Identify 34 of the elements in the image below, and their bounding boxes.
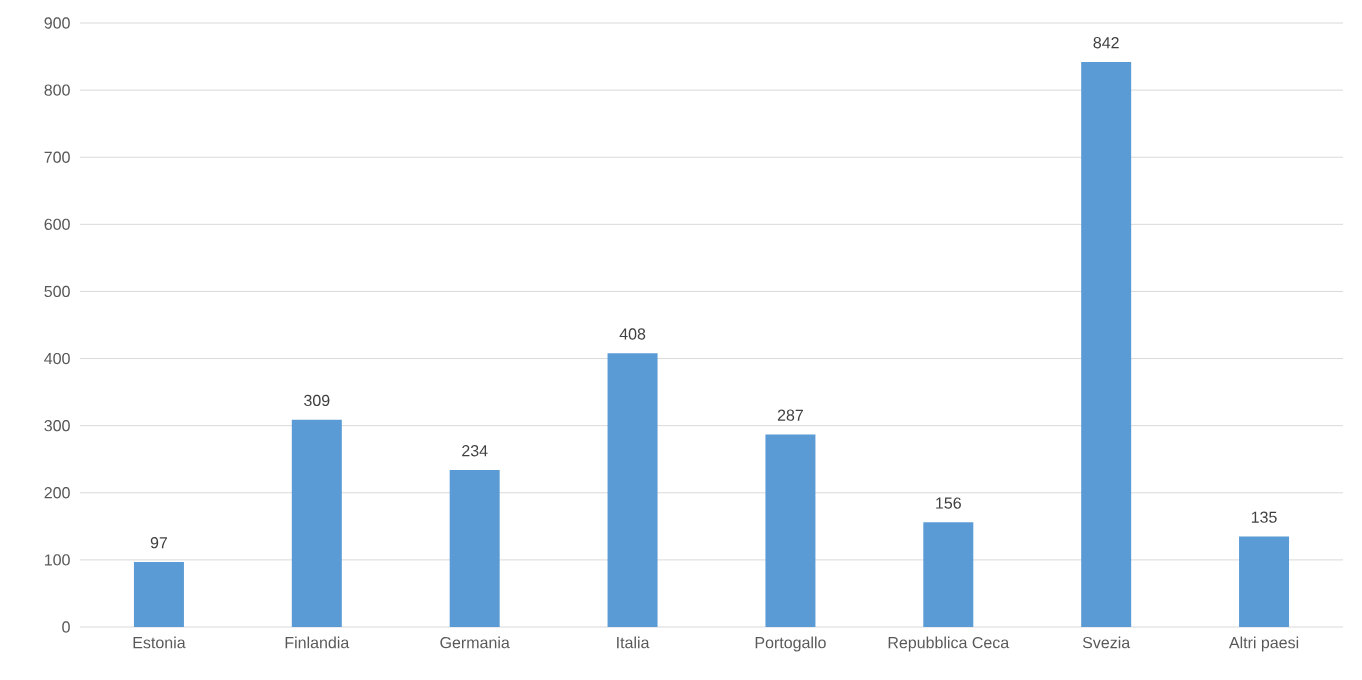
x-tick-label: Altri paesi xyxy=(1228,636,1299,652)
y-tick-label: 800 xyxy=(44,84,70,96)
y-tick-label: 500 xyxy=(44,285,70,298)
x-tick-label: Estonia xyxy=(133,636,186,649)
y-tick-label: 100 xyxy=(44,554,70,566)
data-label: 309 xyxy=(304,394,330,407)
y-tick-label: 0 xyxy=(62,621,70,633)
x-tick-label: Finlandia xyxy=(285,636,350,649)
data-label: 842 xyxy=(1093,37,1119,49)
y-tick-label: 200 xyxy=(44,487,70,499)
data-label: 156 xyxy=(936,497,961,509)
data-label: 408 xyxy=(619,328,646,340)
data-label: 135 xyxy=(1251,511,1277,523)
bar xyxy=(923,522,974,627)
data-label: 97 xyxy=(150,537,168,549)
y-tick-label: 700 xyxy=(44,151,70,163)
bar xyxy=(133,561,184,627)
x-tick-label: Repubblica Ceca xyxy=(888,636,1010,652)
bar xyxy=(1239,536,1290,627)
x-tick-label: Germania xyxy=(440,636,510,649)
bar xyxy=(449,469,500,627)
x-tick-label: Italia xyxy=(617,636,650,649)
bar xyxy=(291,419,342,627)
bar xyxy=(1081,61,1132,627)
y-tick-label: 900 xyxy=(44,17,70,29)
bar xyxy=(607,353,658,627)
x-tick-label: Portogallo xyxy=(755,636,826,652)
y-tick-label: 600 xyxy=(44,218,70,230)
data-label: 234 xyxy=(462,445,488,457)
data-label: 287 xyxy=(777,409,803,421)
y-tick-label: 300 xyxy=(44,420,70,432)
x-tick-label: Svezia xyxy=(1082,636,1131,649)
bar xyxy=(765,434,816,627)
y-tick-label: 400 xyxy=(44,352,70,365)
